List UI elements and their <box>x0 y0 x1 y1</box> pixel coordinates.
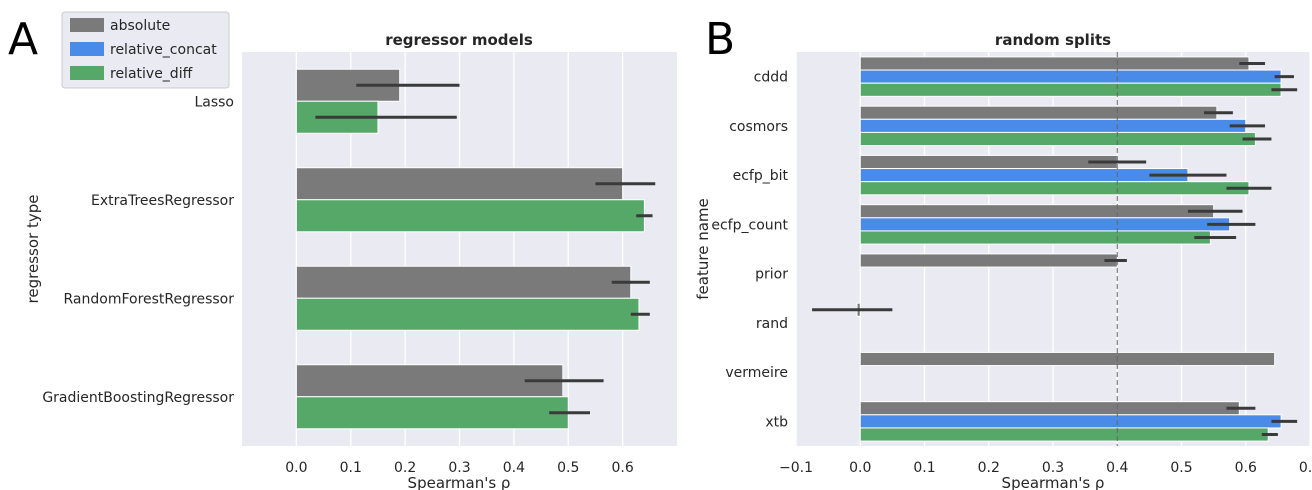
legend: absolute relative_concat relative_diff <box>61 11 230 89</box>
bar-ecfp-bit-absolute <box>859 154 1118 170</box>
legend-swatch-relative-diff <box>70 66 104 80</box>
bar-xtb-relative-concat <box>859 414 1282 429</box>
panel-b-tick-labels: −0.1 0.0 0.1 0.2 0.3 0.4 0.5 0.6 0.7 <box>779 460 1312 476</box>
panel-a-category-label: ExtraTreesRegressor <box>91 193 234 209</box>
bar-xtb-absolute <box>859 401 1240 416</box>
bar-randomforestregressor-relative-diff <box>295 297 640 331</box>
bar-cddd-absolute <box>859 56 1250 71</box>
bar-cosmors-relative-concat <box>859 118 1247 133</box>
legend-label-absolute: absolute <box>110 18 170 34</box>
panel-b-category-label: ecfp_bit <box>733 168 789 184</box>
panel-b-tick-label: 0.0 <box>849 460 871 476</box>
panel-a-xlabel: Spearman's ρ <box>408 474 511 490</box>
panel-b-tick-label: 0.6 <box>1235 460 1257 476</box>
bar-extratreesregressor-absolute <box>295 167 624 201</box>
legend-swatch-absolute <box>70 18 104 32</box>
panel-a-title: regressor models <box>385 31 533 49</box>
panel-a-category-label: RandomForestRegressor <box>64 291 235 307</box>
panel-b-xlabel: Spearman's ρ <box>1002 474 1105 490</box>
panel-b-category-label: xtb <box>765 414 788 430</box>
bar-gradientboostingregressor-absolute <box>295 364 564 398</box>
panel-b-category-label: prior <box>755 267 788 283</box>
bar-gradientboostingregressor-relative-diff <box>295 396 569 430</box>
panel-a-tick-label: 0.1 <box>340 460 362 476</box>
panel-a-letter: A <box>8 14 38 65</box>
bar-cosmors-relative-diff <box>859 131 1256 147</box>
panel-b-category-label: cddd <box>754 70 788 86</box>
panel-a-tick-label: 0.2 <box>394 460 416 476</box>
panel-a-tick-label: 0.5 <box>557 460 579 476</box>
bar-ecfp-bit-relative-diff <box>859 181 1250 196</box>
panel-a-category-label: GradientBoostingRegressor <box>42 390 234 406</box>
bar-ecfp-bit-relative-concat <box>859 168 1189 183</box>
bar-cosmors-absolute <box>859 105 1218 120</box>
panel-a-ylabel: regressor type <box>24 195 42 304</box>
bar-cddd-relative-diff <box>859 82 1282 97</box>
panel-a-tick-label: 0.6 <box>611 460 633 476</box>
panel-b-category-label: ecfp_count <box>711 217 788 233</box>
panel-a-tick-labels: 0.0 0.1 0.2 0.3 0.4 0.5 0.6 <box>285 460 634 476</box>
panel-a-category-label: Lasso <box>194 94 234 110</box>
panel-b-tick-label: 0.3 <box>1042 460 1064 476</box>
bar-extratreesregressor-relative-diff <box>295 199 645 233</box>
panel-b-tick-label: 0.4 <box>1106 460 1128 476</box>
panel-b-title: random splits <box>995 31 1111 49</box>
panel-b-category-label: rand <box>756 316 788 332</box>
panel-b-tick-label: 0.7 <box>1299 460 1312 476</box>
panel-a: Lasso ExtraTreesRegressor RandomForestRegr… <box>8 14 677 490</box>
panel-b-error-bars <box>812 61 1298 437</box>
panel-a-category-labels: Lasso ExtraTreesRegressor RandomForestRegr… <box>42 94 234 406</box>
panel-a-error-bars <box>315 83 656 415</box>
bar-ecfp-count-absolute <box>859 204 1215 219</box>
bar-randomforestregressor-absolute <box>295 265 632 299</box>
panel-b-category-label: vermeire <box>725 365 788 381</box>
panel-b-ylabel: feature name <box>694 198 712 299</box>
bar-ecfp-count-relative-diff <box>859 230 1211 245</box>
bar-vermeire-absolute <box>859 351 1276 367</box>
bar-prior-absolute <box>859 253 1118 268</box>
legend-swatch-relative-concat <box>70 42 104 56</box>
panel-b-tick-label: 0.1 <box>913 460 935 476</box>
bar-xtb-relative-diff <box>859 427 1269 442</box>
bar-cddd-relative-concat <box>859 69 1282 84</box>
panel-a-tick-label: 0.0 <box>285 460 307 476</box>
panel-b-tick-label: 0.2 <box>978 460 1000 476</box>
panel-b-tick-label: 0.5 <box>1170 460 1192 476</box>
bar-ecfp-count-relative-concat <box>859 217 1231 232</box>
panel-a-tick-label: 0.4 <box>503 460 525 476</box>
panel-b-tick-label: −0.1 <box>779 460 813 476</box>
panel-a-tick-label: 0.3 <box>448 460 470 476</box>
panel-b-category-label: cosmors <box>729 119 788 135</box>
panel-b-letter: B <box>705 14 735 65</box>
legend-label-relative-concat: relative_concat <box>110 42 217 58</box>
legend-label-relative-diff: relative_diff <box>110 66 193 82</box>
